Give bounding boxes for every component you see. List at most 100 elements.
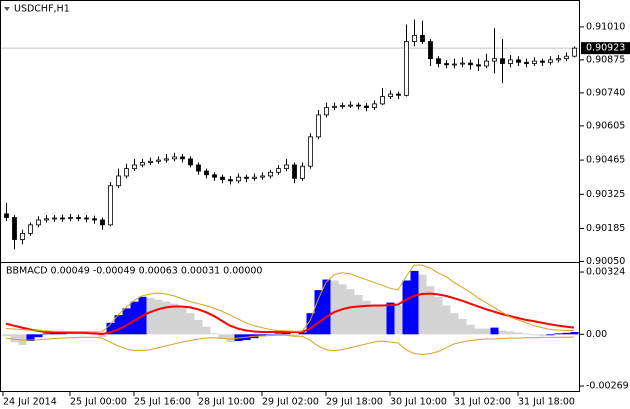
histogram-bar xyxy=(322,279,331,335)
histogram-bar xyxy=(90,334,99,336)
histogram-bar xyxy=(378,305,387,335)
y-tick-label: 0.90465 xyxy=(586,155,625,166)
candle-body xyxy=(564,55,569,60)
candle-body xyxy=(380,96,385,105)
histogram-bar xyxy=(354,294,363,335)
y-tick-label: 0.90185 xyxy=(586,223,625,234)
candle-body xyxy=(308,136,313,167)
candle-body xyxy=(76,217,81,219)
y-tick-label: 0.90325 xyxy=(586,189,625,200)
histogram-bar xyxy=(426,286,435,335)
candle-body xyxy=(476,64,481,67)
candle-body xyxy=(292,164,297,179)
histogram-bar xyxy=(290,334,299,337)
y-tick-label: 0.90050 xyxy=(586,256,625,267)
histogram-bar xyxy=(178,307,187,335)
histogram-bar xyxy=(442,305,451,335)
histogram-bar xyxy=(498,330,507,335)
histogram-bar xyxy=(314,290,323,335)
histogram-bar xyxy=(162,301,171,335)
indicator-line xyxy=(5,334,575,356)
histogram-bar xyxy=(562,332,571,335)
candle-body xyxy=(388,93,393,97)
histogram-bar xyxy=(130,301,139,335)
indicator-line xyxy=(5,264,574,333)
candle-body xyxy=(316,114,321,138)
candle-body xyxy=(132,164,137,170)
histogram-bar xyxy=(266,334,275,335)
x-tick-label: 24 Jul 2014 xyxy=(3,397,57,408)
x-tick-label: 30 Jul 10:00 xyxy=(390,397,447,408)
histogram-bar xyxy=(306,313,315,335)
histogram-bar xyxy=(330,280,339,335)
histogram-bar xyxy=(450,313,459,335)
candle-body xyxy=(36,219,41,226)
menu-icon[interactable] xyxy=(4,7,10,11)
histogram-bar xyxy=(370,305,379,335)
candle-body xyxy=(572,47,577,57)
histogram-bar xyxy=(434,296,443,335)
candle-body xyxy=(468,62,473,66)
x-tick-label: 25 Jul 00:00 xyxy=(70,397,127,408)
candle-body xyxy=(236,176,241,182)
candle-body xyxy=(276,168,281,173)
histogram-bar xyxy=(530,334,539,336)
candle-body xyxy=(164,158,169,161)
histogram-bar xyxy=(146,297,155,335)
candle-body xyxy=(340,105,345,107)
histogram-bar xyxy=(522,333,531,335)
histogram-bar xyxy=(490,327,499,335)
candle-body xyxy=(444,63,449,66)
current-price-label: 0.90923 xyxy=(586,43,625,54)
candle-body xyxy=(524,61,529,64)
candle-body xyxy=(116,175,121,187)
y-tick-label: 0.90740 xyxy=(586,87,625,98)
histogram-bar xyxy=(554,333,563,335)
indicator-line xyxy=(5,292,575,335)
x-tick-label: 29 Jul 02:00 xyxy=(262,397,319,408)
candle-body xyxy=(428,41,433,60)
candle-body xyxy=(396,93,401,96)
histogram-bar xyxy=(26,334,35,342)
candle-body xyxy=(356,104,361,107)
histogram-bar xyxy=(186,313,195,335)
candle-body xyxy=(324,107,329,116)
candle-body xyxy=(188,158,193,166)
candle-body xyxy=(4,213,9,218)
candle-body xyxy=(28,224,33,234)
candle-body xyxy=(180,156,185,160)
y-tick-label: 0.00 xyxy=(586,329,607,340)
candle-body xyxy=(68,217,73,219)
candle-body xyxy=(460,62,465,65)
candle-body xyxy=(404,41,409,96)
candle-body xyxy=(124,168,129,177)
histogram-bar xyxy=(394,305,403,335)
x-tick-label: 31 Jul 02:00 xyxy=(454,397,511,408)
histogram-bar xyxy=(42,333,51,335)
frame xyxy=(0,0,580,392)
y-tick-label: 0.90605 xyxy=(586,120,625,131)
histogram-bar xyxy=(546,334,555,336)
candle-body xyxy=(452,63,457,66)
candle-body xyxy=(436,58,441,64)
histogram-bar xyxy=(514,332,523,335)
x-tick-label: 25 Jul 16:00 xyxy=(134,397,191,408)
y-tick-label: 0.90875 xyxy=(586,54,625,65)
histogram-bar xyxy=(402,280,411,335)
histogram-bar xyxy=(410,270,419,335)
candle-body xyxy=(364,105,369,108)
x-tick-label: 28 Jul 10:00 xyxy=(198,397,255,408)
candle-body xyxy=(84,217,89,220)
candle-body xyxy=(204,170,209,176)
candle-body xyxy=(172,156,177,160)
candle-body xyxy=(148,160,153,163)
candle-body xyxy=(60,217,65,220)
candle-body xyxy=(212,174,217,178)
candle-body xyxy=(348,104,353,107)
candle-body xyxy=(252,176,257,179)
histogram-bar xyxy=(274,333,283,335)
histogram-bar xyxy=(34,334,43,338)
